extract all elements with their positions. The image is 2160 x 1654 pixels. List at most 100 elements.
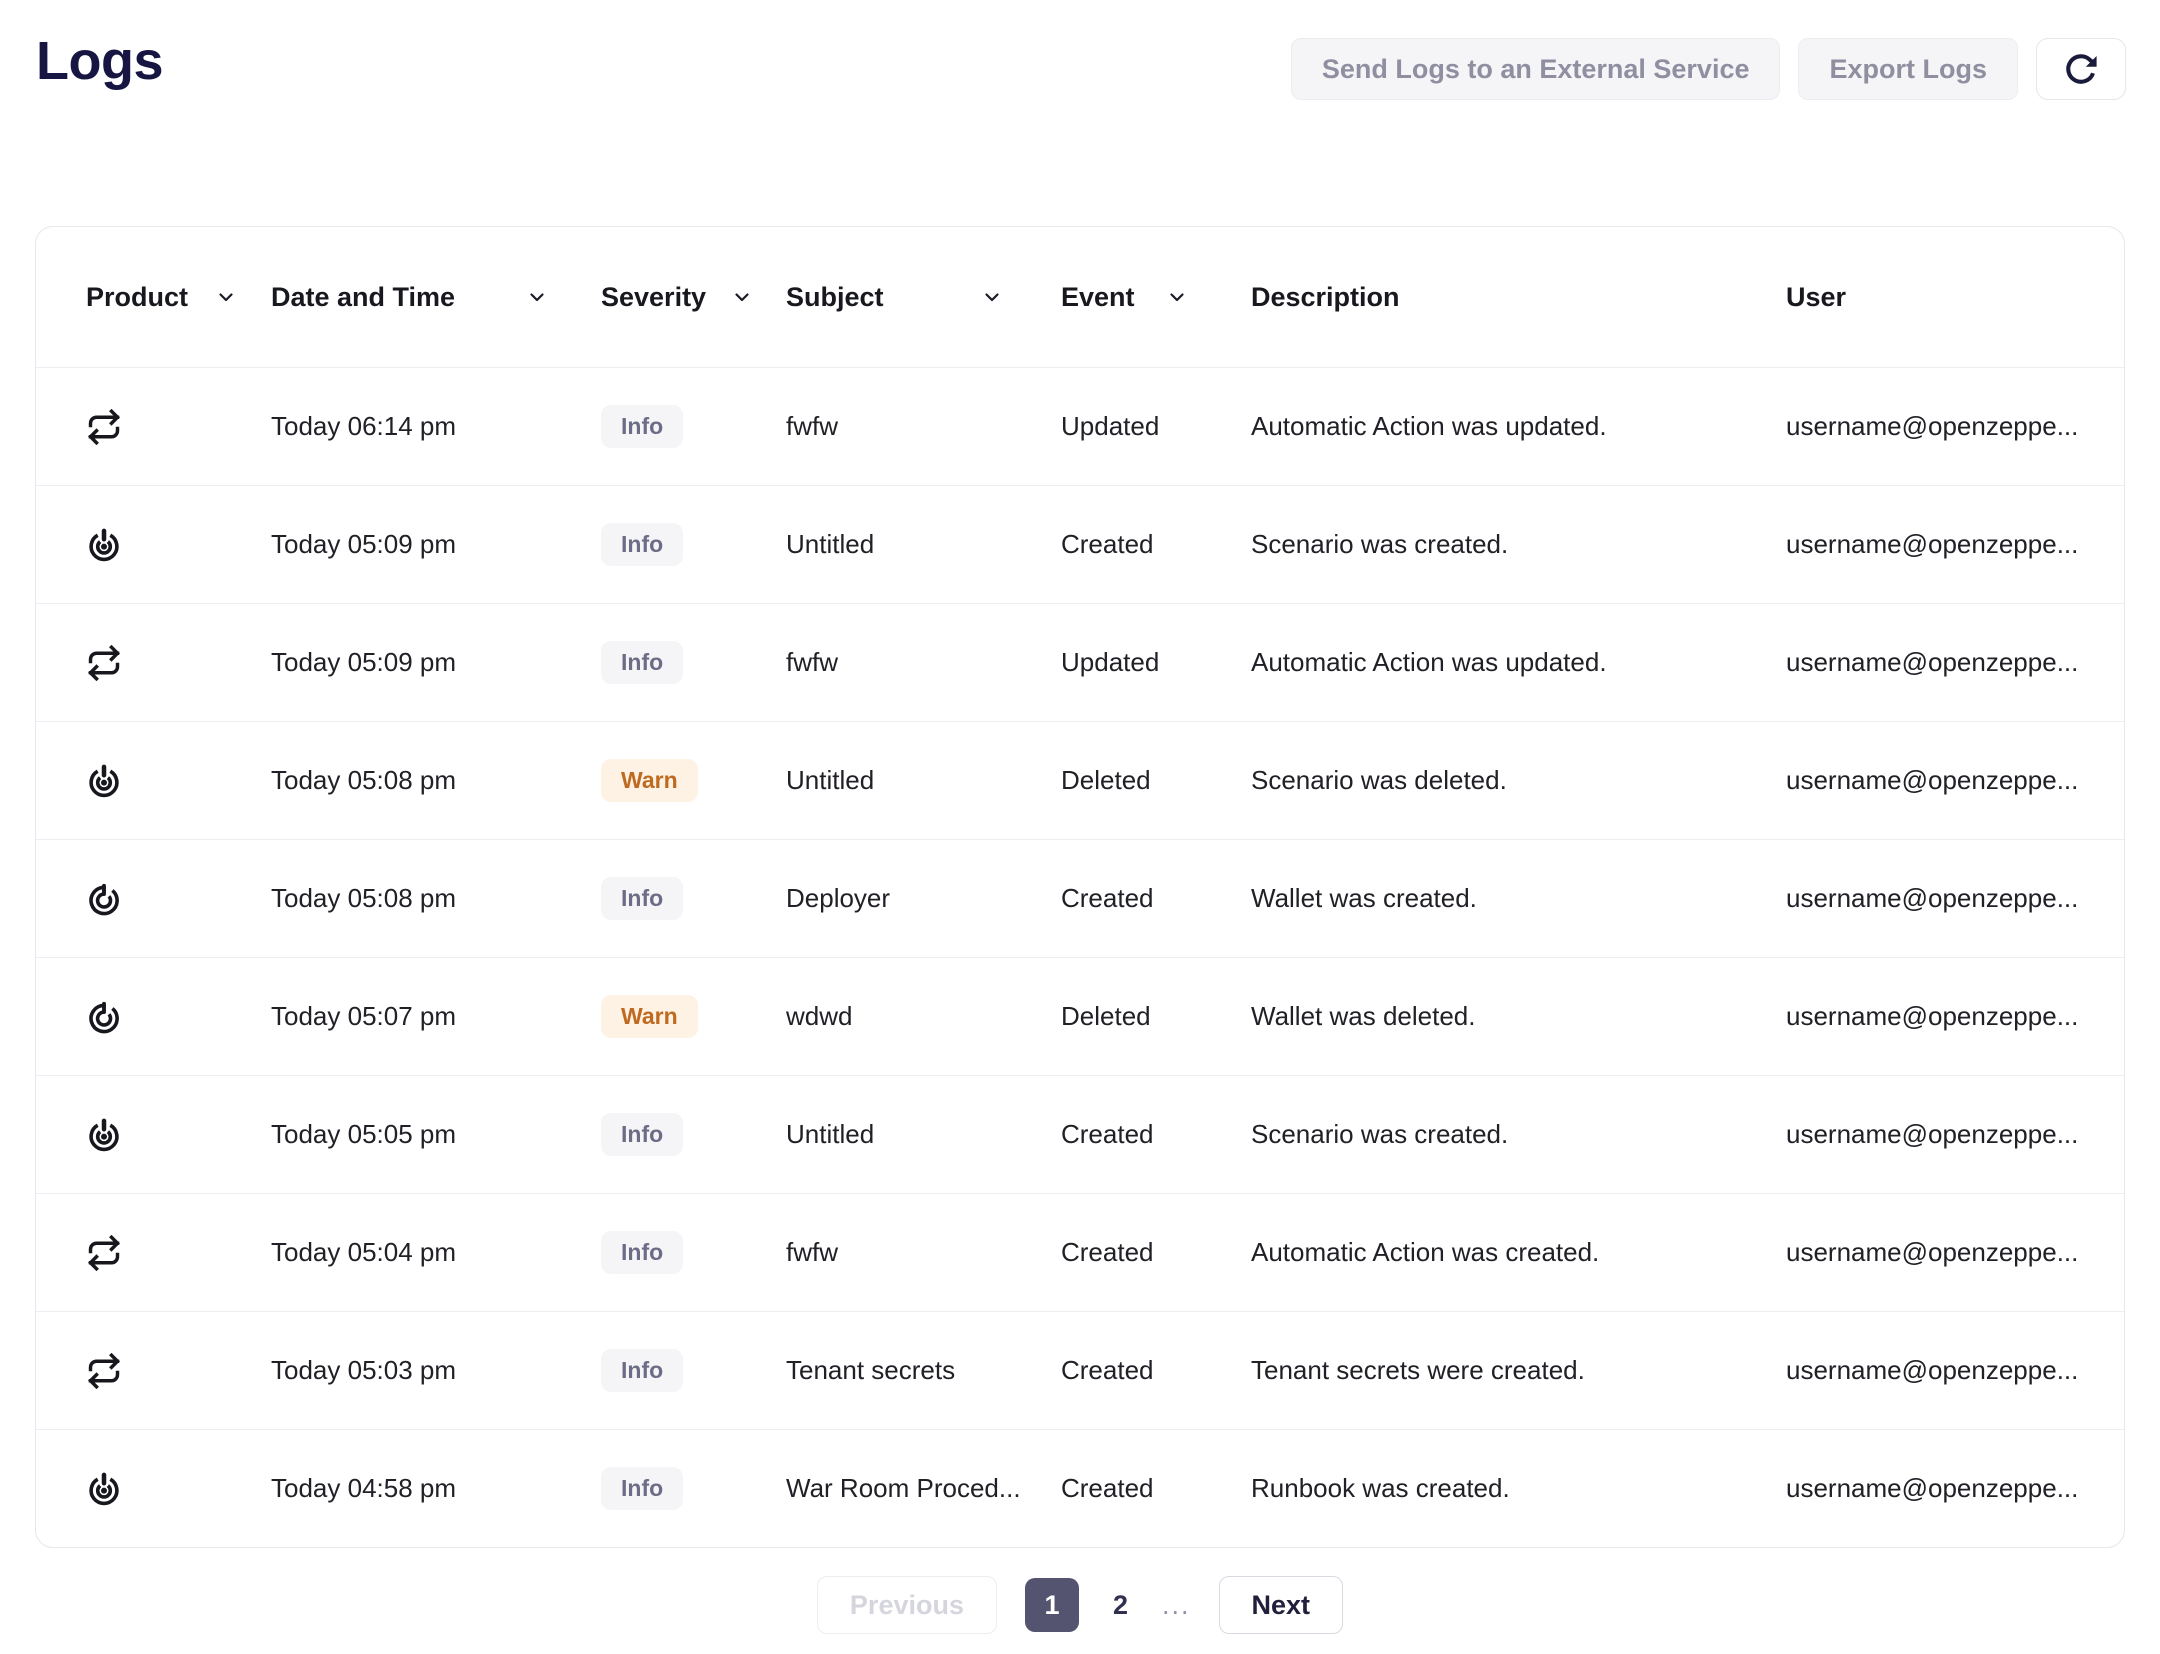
product-cell xyxy=(86,1117,271,1153)
pagination: Previous 1 2 ... Next xyxy=(0,1576,2160,1634)
column-header-label: Event xyxy=(1061,281,1135,312)
datetime-cell: Today 05:08 pm xyxy=(271,765,457,795)
column-header-label: Product xyxy=(86,281,189,312)
table-row: Today 05:05 pm Info Untitled Created Sce… xyxy=(36,1075,2124,1193)
product-cell xyxy=(86,881,271,917)
event-cell: Created xyxy=(1061,883,1154,913)
header-actions: Send Logs to an External Service Export … xyxy=(1290,38,2126,100)
table-body: Today 06:14 pm Info fwfw Updated Automat… xyxy=(36,367,2124,1547)
datetime-cell: Today 05:03 pm xyxy=(271,1355,457,1385)
event-cell: Deleted xyxy=(1061,1001,1151,1031)
previous-page-button[interactable]: Previous xyxy=(816,1576,997,1634)
datetime-cell: Today 05:05 pm xyxy=(271,1119,457,1149)
send-logs-button[interactable]: Send Logs to an External Service xyxy=(1290,38,1781,100)
repeat-icon xyxy=(86,409,122,445)
table-row: Today 05:07 pm Warn wdwd Deleted Wallet … xyxy=(36,957,2124,1075)
description-cell: Automatic Action was updated. xyxy=(1251,647,1607,677)
subject-cell: Untitled xyxy=(786,765,875,795)
description-cell: Scenario was deleted. xyxy=(1251,765,1507,795)
rotate-cw-icon xyxy=(2064,52,2098,86)
severity-cell: Info xyxy=(601,1467,786,1510)
user-cell: username@openzeppe... xyxy=(1786,529,2079,559)
event-cell: Created xyxy=(1061,1119,1154,1149)
product-cell xyxy=(86,1235,271,1271)
column-header-event[interactable]: Event xyxy=(1061,282,1251,313)
severity-badge: Info xyxy=(601,1113,684,1156)
severity-cell: Info xyxy=(601,877,786,920)
product-cell xyxy=(86,763,271,799)
next-page-button[interactable]: Next xyxy=(1218,1576,1344,1634)
incident-target-icon xyxy=(86,527,122,563)
subject-cell: Untitled xyxy=(786,529,875,559)
column-header-subject[interactable]: Subject xyxy=(786,282,1061,313)
chevron-down-icon xyxy=(525,285,549,309)
user-cell: username@openzeppe... xyxy=(1786,883,2079,913)
subject-cell: Deployer xyxy=(786,883,891,913)
product-cell xyxy=(86,645,271,681)
datetime-cell: Today 05:04 pm xyxy=(271,1237,457,1267)
severity-cell: Info xyxy=(601,641,786,684)
column-header-severity[interactable]: Severity xyxy=(601,282,786,313)
table-header-row: Product Date and Time Severity Subject E… xyxy=(36,227,2124,367)
description-cell: Scenario was created. xyxy=(1251,529,1509,559)
user-cell: username@openzeppe... xyxy=(1786,647,2079,677)
severity-cell: Info xyxy=(601,1349,786,1392)
export-logs-button[interactable]: Export Logs xyxy=(1798,38,2018,100)
incident-target-icon xyxy=(86,763,122,799)
page-button-2[interactable]: 2 xyxy=(1107,1590,1134,1621)
description-cell: Tenant secrets were created. xyxy=(1251,1355,1585,1385)
subject-cell: wdwd xyxy=(786,1001,853,1031)
repeat-icon xyxy=(86,1353,122,1389)
incident-target-icon xyxy=(86,1117,122,1153)
column-header-label: Date and Time xyxy=(271,281,456,312)
severity-cell: Info xyxy=(601,523,786,566)
datetime-cell: Today 05:09 pm xyxy=(271,647,457,677)
column-header-label: Description xyxy=(1251,281,1400,312)
description-cell: Wallet was deleted. xyxy=(1251,1001,1476,1031)
column-header-datetime[interactable]: Date and Time xyxy=(271,282,601,313)
datetime-cell: Today 05:07 pm xyxy=(271,1001,457,1031)
severity-badge: Info xyxy=(601,1467,684,1510)
relayer-rings-icon xyxy=(86,999,122,1035)
incident-target-icon xyxy=(86,1471,122,1507)
severity-badge: Info xyxy=(601,1349,684,1392)
severity-badge: Warn xyxy=(601,995,698,1038)
column-header-user: User xyxy=(1786,282,2088,313)
user-cell: username@openzeppe... xyxy=(1786,1001,2079,1031)
severity-cell: Info xyxy=(601,1113,786,1156)
user-cell: username@openzeppe... xyxy=(1786,1237,2079,1267)
datetime-cell: Today 05:08 pm xyxy=(271,883,457,913)
pagination-ellipsis: ... xyxy=(1162,1589,1191,1620)
severity-badge: Info xyxy=(601,1231,684,1274)
column-header-label: Severity xyxy=(601,281,707,312)
description-cell: Wallet was created. xyxy=(1251,883,1477,913)
user-cell: username@openzeppe... xyxy=(1786,1119,2079,1149)
table-row: Today 06:14 pm Info fwfw Updated Automat… xyxy=(36,367,2124,485)
table-row: Today 05:09 pm Info Untitled Created Sce… xyxy=(36,485,2124,603)
severity-badge: Info xyxy=(601,523,684,566)
severity-badge: Info xyxy=(601,641,684,684)
column-header-label: Subject xyxy=(786,281,884,312)
event-cell: Created xyxy=(1061,1237,1154,1267)
description-cell: Runbook was created. xyxy=(1251,1473,1510,1503)
event-cell: Deleted xyxy=(1061,765,1151,795)
subject-cell: fwfw xyxy=(786,647,838,677)
severity-cell: Info xyxy=(601,405,786,448)
page-header: Logs Send Logs to an External Service Ex… xyxy=(0,0,2160,100)
repeat-icon xyxy=(86,1235,122,1271)
chevron-down-icon xyxy=(730,285,754,309)
relayer-rings-icon xyxy=(86,881,122,917)
column-header-product[interactable]: Product xyxy=(86,282,271,313)
table-row: Today 05:08 pm Info Deployer Created Wal… xyxy=(36,839,2124,957)
user-cell: username@openzeppe... xyxy=(1786,411,2079,441)
chevron-down-icon xyxy=(980,285,1004,309)
severity-cell: Warn xyxy=(601,759,786,802)
product-cell xyxy=(86,1353,271,1389)
refresh-button[interactable] xyxy=(2036,38,2126,100)
datetime-cell: Today 05:09 pm xyxy=(271,529,457,559)
subject-cell: War Room Proced... xyxy=(786,1473,1021,1503)
page-button-1[interactable]: 1 xyxy=(1024,1578,1079,1632)
severity-cell: Info xyxy=(601,1231,786,1274)
description-cell: Automatic Action was updated. xyxy=(1251,411,1607,441)
event-cell: Created xyxy=(1061,1355,1154,1385)
